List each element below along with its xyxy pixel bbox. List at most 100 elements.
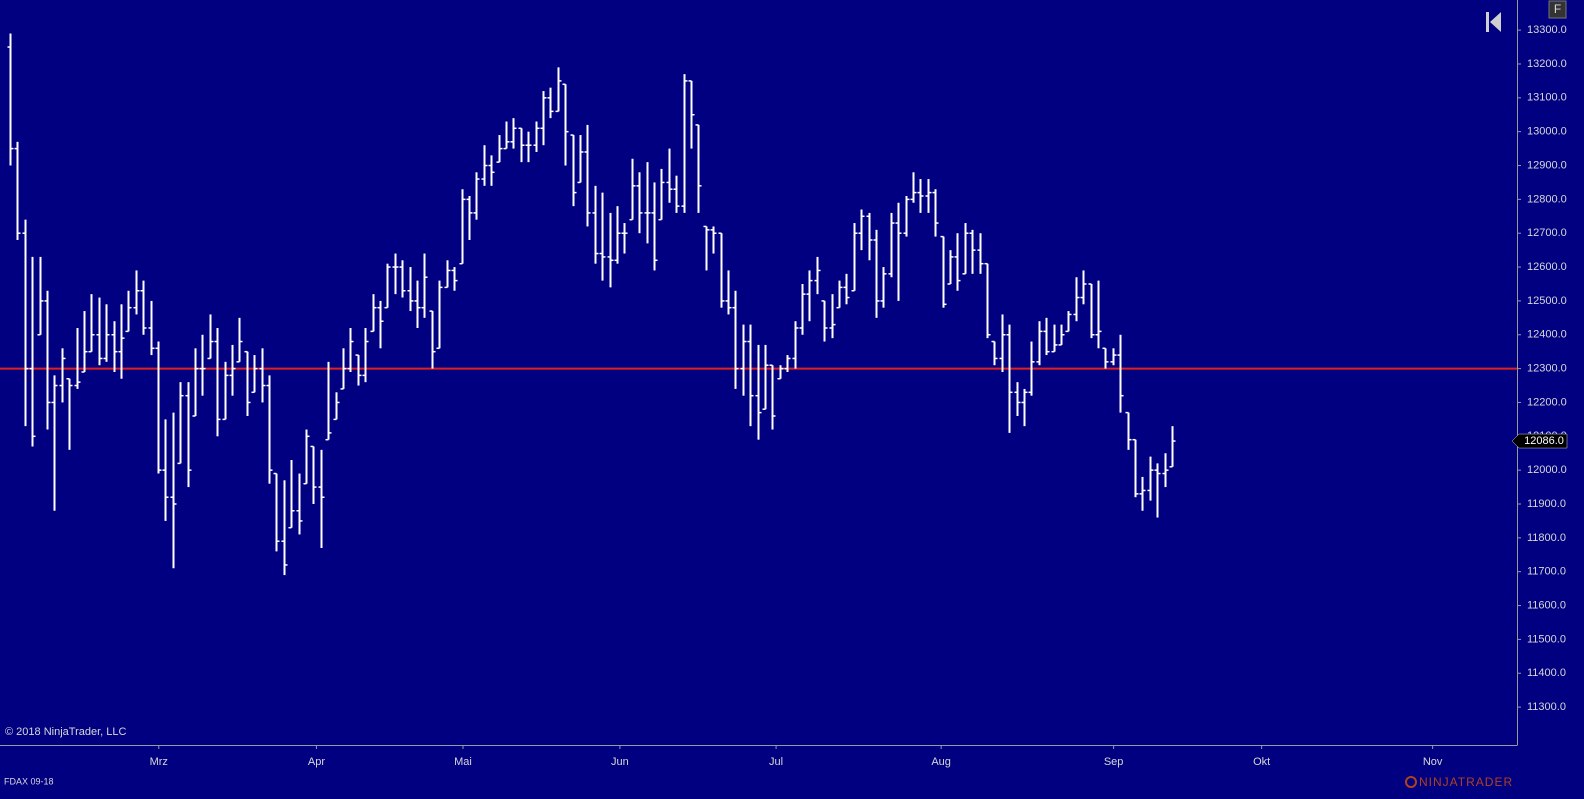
ohlc-bar (1162, 453, 1169, 488)
ohlc-bar (251, 355, 258, 394)
y-tick-label: 12600.0 (1527, 261, 1567, 273)
ohlc-bar (777, 365, 784, 380)
ohlc-bar (481, 145, 488, 186)
ohlc-bar (533, 121, 540, 152)
ohlc-bar (555, 67, 562, 113)
ohlc-bar (984, 262, 991, 339)
ohlc-bar (325, 361, 332, 441)
ohlc-bar (629, 158, 636, 221)
ohlc-bar (244, 350, 251, 416)
ohlc-bar (370, 294, 377, 333)
ohlc-bar (999, 314, 1006, 372)
ohlc-bar (636, 172, 643, 234)
ohlc-bar (273, 472, 280, 552)
ohlc-bar (340, 348, 347, 390)
ohlc-bar (666, 148, 673, 203)
ohlc-bar (518, 127, 525, 163)
ohlc-bar (1043, 317, 1050, 356)
ohlc-bar (111, 321, 118, 372)
ohlc-bar (621, 223, 628, 254)
ohlc-bar (310, 445, 317, 505)
ohlc-bar (947, 250, 954, 285)
ohlc-bar (673, 175, 680, 213)
ohlc-bar (784, 355, 791, 372)
y-tick-label: 12400.0 (1527, 329, 1567, 341)
ohlc-bar (429, 310, 436, 369)
ohlc-bar (740, 324, 747, 396)
icon-bar (1486, 12, 1489, 32)
scroll-end-button[interactable] (1486, 12, 1501, 32)
x-tick-label: Mrz (150, 756, 168, 768)
ohlc-bar (1154, 463, 1161, 518)
ohlc-bar (903, 195, 910, 237)
ohlc-bar (125, 290, 132, 333)
x-tick-label: Jul (769, 756, 783, 768)
ohlc-bar (170, 412, 177, 569)
ohlc-bar (29, 256, 36, 447)
ohlc-bar (1051, 324, 1058, 353)
ohlc-bar (792, 321, 799, 369)
y-tick-label: 11900.0 (1527, 498, 1566, 510)
y-tick-label: 13000.0 (1527, 126, 1567, 138)
ohlc-bar (1006, 324, 1013, 433)
ohlc-bar (858, 209, 865, 251)
ohlc-bar (607, 212, 614, 288)
ohlc-bar (592, 185, 599, 264)
x-tick-label: Mai (454, 756, 472, 768)
brand: NINJATRADER (1419, 775, 1513, 789)
ohlc-bar (710, 226, 717, 254)
ohlc-bar (658, 168, 665, 221)
ohlc-bar (444, 260, 451, 289)
ohlc-bar (1058, 324, 1065, 346)
ohlc-bar (96, 297, 103, 366)
instrument-label: FDAX 09-18 (4, 776, 54, 786)
ohlc-bar (66, 378, 73, 450)
ohlc-bar (259, 348, 266, 403)
ohlc-bar (755, 344, 762, 440)
x-tick-label: Aug (931, 756, 951, 768)
ohlc-bar (762, 344, 769, 410)
icon-arrow (1490, 12, 1501, 32)
ohlc-bar (118, 304, 125, 379)
button-label[interactable]: F (1554, 2, 1561, 16)
ohlc-bar (991, 340, 998, 366)
x-tick-label: Nov (1423, 756, 1443, 768)
ohlc-bar (155, 341, 162, 474)
ohlc-bar (407, 267, 414, 312)
ohlc-bar (1117, 334, 1124, 413)
ohlc-bar (473, 172, 480, 220)
ohlc-bar (1102, 347, 1109, 369)
ohlc-bar (37, 256, 44, 336)
y-tick-label: 11500.0 (1527, 633, 1566, 645)
ohlc-bar (177, 382, 184, 465)
ohlc-bar (207, 314, 214, 360)
ohlc-bar (1147, 456, 1154, 501)
ohlc-bar (1073, 277, 1080, 322)
button-box[interactable] (1548, 0, 1567, 19)
ohlc-bar (510, 118, 517, 149)
ohlc-bar (843, 273, 850, 305)
ohlc-bar (303, 429, 310, 485)
ohlc-bar (318, 449, 325, 549)
brand-logo (1405, 776, 1417, 788)
ohlc-bar (355, 354, 362, 386)
ohlc-bar (1125, 411, 1132, 450)
ohlc-bar (392, 253, 399, 295)
ohlc-bar (44, 290, 51, 430)
ohlc-bar (888, 212, 895, 278)
ohlc-bar (880, 267, 887, 308)
ohlc-bar (1139, 476, 1146, 511)
last-price-marker (1511, 433, 1568, 449)
ohlc-bar (296, 473, 303, 535)
ohlc-bar (1132, 438, 1139, 498)
ohlc-bar (836, 280, 843, 309)
ohlc-bar (281, 480, 288, 576)
ohlc-bar (1028, 341, 1035, 396)
ohlc-bar (185, 382, 192, 488)
ohlc-bar (644, 162, 651, 244)
ohlc-bar (88, 294, 95, 353)
y-tick-label: 11400.0 (1527, 667, 1566, 679)
ohlc-bar (917, 179, 924, 213)
